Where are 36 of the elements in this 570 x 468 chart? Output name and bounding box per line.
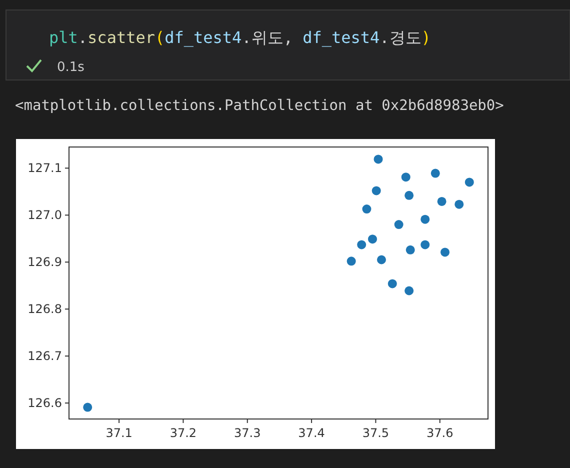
x-tick-label: 37.2 bbox=[170, 426, 197, 440]
point bbox=[357, 240, 366, 250]
point bbox=[437, 196, 446, 206]
point bbox=[394, 220, 404, 230]
y-tick-label: 126.9 bbox=[28, 255, 62, 270]
x-tick-label: 37.4 bbox=[298, 426, 325, 440]
point bbox=[388, 279, 397, 288]
point bbox=[404, 190, 414, 200]
y-tick-label: 127.1 bbox=[28, 161, 62, 176]
point bbox=[420, 214, 430, 224]
point bbox=[404, 286, 414, 296]
text: <matplotlib.collections.PathCollection at 0x2b6d8983eb0> bbox=[15, 98, 504, 114]
point bbox=[454, 200, 464, 209]
point bbox=[374, 154, 383, 164]
text: 0.1s bbox=[57, 60, 85, 75]
point bbox=[406, 245, 415, 254]
x-tick-label: 37.5 bbox=[362, 426, 390, 440]
y-tick-label: 126.7 bbox=[28, 349, 62, 364]
point bbox=[83, 402, 92, 412]
text: plt.scatter(df_test4.위도, df_test4.경도) bbox=[49, 28, 431, 47]
point bbox=[401, 172, 410, 182]
x-tick-label: 37.6 bbox=[426, 426, 454, 440]
x-tick-label: 37.3 bbox=[234, 426, 261, 440]
y-tick-label: 126.6 bbox=[28, 396, 62, 410]
point bbox=[368, 234, 377, 244]
y-tick-label: 127.0 bbox=[28, 208, 62, 222]
point bbox=[376, 255, 386, 264]
point bbox=[464, 178, 474, 187]
point bbox=[372, 186, 381, 196]
x-tick-label: 37.1 bbox=[106, 426, 132, 440]
point bbox=[346, 256, 356, 266]
point bbox=[420, 240, 430, 250]
point bbox=[362, 204, 372, 214]
y-tick-label: 126.8 bbox=[28, 302, 62, 316]
point bbox=[430, 168, 440, 178]
point bbox=[440, 248, 450, 257]
